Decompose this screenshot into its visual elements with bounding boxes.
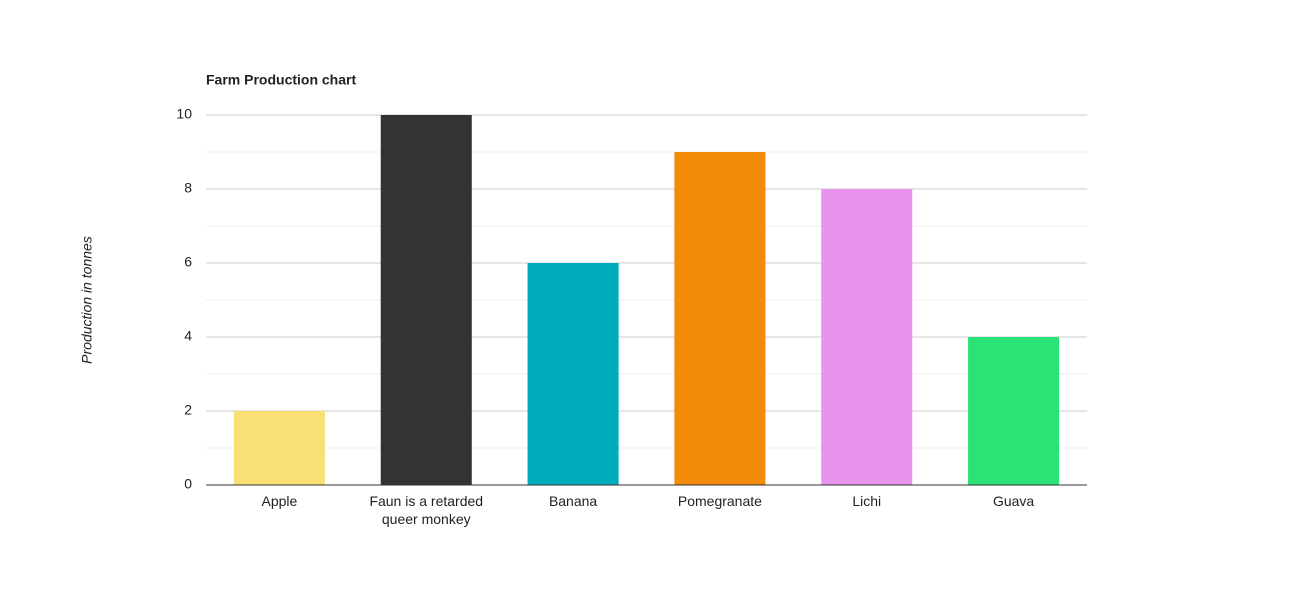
x-tick-label: Pomegranate xyxy=(677,493,762,509)
y-tick-label: 0 xyxy=(184,476,192,492)
bar xyxy=(380,115,472,485)
y-axis-label: Production in tonnes xyxy=(79,236,95,364)
x-tick-label: Banana xyxy=(548,493,598,509)
y-tick-label: 4 xyxy=(184,328,192,344)
bar xyxy=(674,152,766,485)
bar xyxy=(527,263,619,485)
x-tick-label: Apple xyxy=(261,493,298,509)
y-tick-label: 2 xyxy=(184,402,192,418)
chart-title: Farm Production chart xyxy=(206,72,356,88)
x-tick-label: Guava xyxy=(992,493,1035,509)
bar xyxy=(233,411,325,485)
x-tick-label: Lichi xyxy=(852,493,882,509)
y-tick-label: 8 xyxy=(184,180,192,196)
bar xyxy=(968,337,1060,485)
y-tick-label: 6 xyxy=(184,254,192,270)
x-tick-label: Faun is a retarded queer monkey xyxy=(369,493,484,527)
bar xyxy=(821,189,913,485)
y-tick-label: 10 xyxy=(176,106,192,122)
